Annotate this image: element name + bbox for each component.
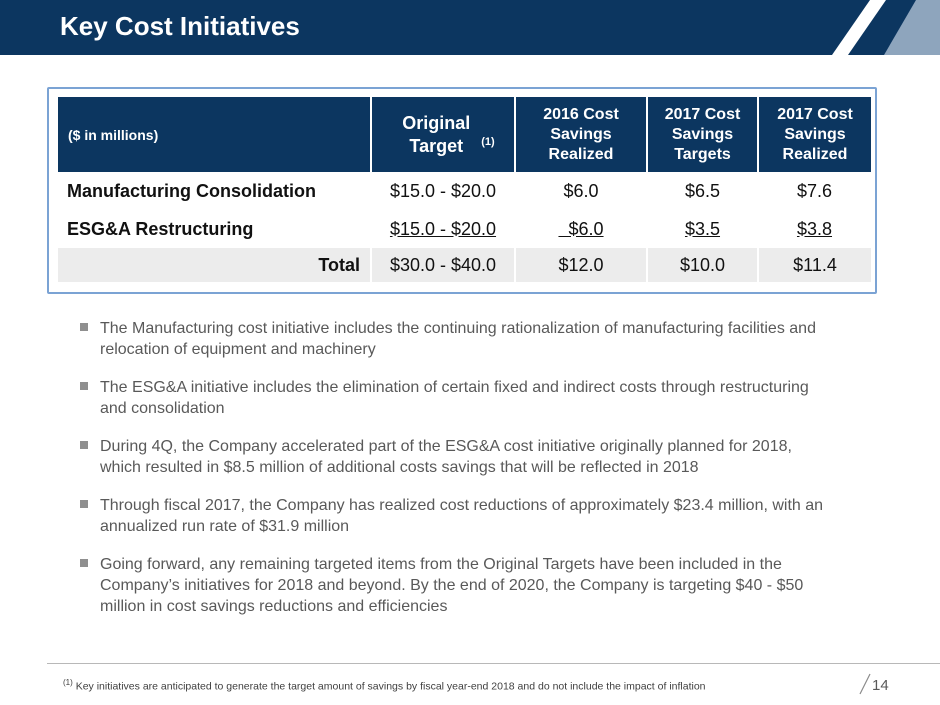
header-line: Targets: [674, 145, 731, 163]
footnote-marker: (1): [63, 678, 73, 687]
cost-savings-table: ($ in millions) Original Target (1) 2016 …: [58, 97, 871, 282]
square-bullet-icon: [80, 500, 88, 508]
col-header-2017-targets: 2017 Cost Savings Targets: [646, 97, 758, 172]
col-header-original-label: Original Target: [402, 112, 471, 156]
cell-original-target: $15.0 - $20.0: [389, 180, 497, 201]
underlined-value: $6.0: [558, 219, 603, 239]
header-line: Realized: [782, 145, 848, 163]
footnote: (1) Key initiatives are anticipated to g…: [63, 678, 706, 693]
header-stripes-decoration: [832, 0, 940, 55]
square-bullet-icon: [80, 382, 88, 390]
cell-2016-realized-value: $6.0: [568, 218, 604, 239]
square-bullet-icon: [80, 559, 88, 567]
cell-2016-realized: $12.0: [514, 248, 647, 282]
cell-original-target: $30.0 - $40.0: [370, 248, 515, 282]
square-bullet-icon: [80, 441, 88, 449]
list-item: Through fiscal 2017, the Company has rea…: [76, 495, 826, 537]
cell-2017-targets: $10.0: [646, 248, 758, 282]
cell-2016-realized: $6.0: [563, 180, 599, 201]
page-title: Key Cost Initiatives: [60, 11, 300, 41]
cell-2017-realized: $3.8: [796, 218, 833, 239]
bullet-text: The ESG&A initiative includes the elimin…: [100, 379, 809, 417]
bullet-text: Going forward, any remaining targeted it…: [100, 556, 804, 615]
row-label: Manufacturing Consolidation: [67, 180, 316, 201]
bullet-text: During 4Q, the Company accelerated part …: [100, 438, 792, 476]
list-item: The Manufacturing cost initiative includ…: [76, 318, 826, 360]
col-header-2017-realized: 2017 Cost Savings Realized: [757, 97, 871, 172]
col-header-2016-realized: 2016 Cost Savings Realized: [514, 97, 647, 172]
footer-divider: [47, 663, 940, 664]
row-label: Total: [58, 248, 371, 282]
table-row-manufacturing: Manufacturing Consolidation $15.0 - $20.…: [58, 172, 871, 210]
cell-2016-realized: $6.0: [515, 210, 647, 248]
header-line: Savings: [550, 125, 612, 143]
list-item: The ESG&A initiative includes the elimin…: [76, 377, 826, 419]
bullet-list: The Manufacturing cost initiative includ…: [76, 318, 826, 634]
col-header-original-target: Original Target (1): [370, 97, 515, 172]
cell-2017-realized: $11.4: [757, 248, 871, 282]
square-bullet-icon: [80, 323, 88, 331]
list-item: Going forward, any remaining targeted it…: [76, 554, 826, 617]
page-slash-icon: [859, 673, 871, 695]
page-number: 14: [872, 677, 889, 694]
header-line: Savings: [671, 125, 734, 143]
header-line: 2017 Cost: [664, 105, 741, 123]
cell-2017-targets: $6.5: [684, 180, 721, 201]
table-row-esga: ESG&A Restructuring $15.0 - $20.0 $6.0 $…: [58, 210, 871, 248]
table-header-row: ($ in millions) Original Target (1) 2016 …: [58, 97, 871, 172]
cell-2017-realized: $7.6: [796, 180, 833, 201]
bullet-text: Through fiscal 2017, the Company has rea…: [100, 497, 824, 535]
header-line: 2016 Cost: [543, 105, 619, 123]
bullet-text: The Manufacturing cost initiative includ…: [100, 320, 816, 358]
header-line: Savings: [784, 125, 846, 143]
footnote-text: Key initiatives are anticipated to gener…: [75, 680, 706, 693]
col-header-units: ($ in millions): [58, 97, 371, 172]
header-line: 2017 Cost: [777, 105, 853, 123]
cell-original-target: $15.0 - $20.0: [389, 218, 497, 239]
row-label: ESG&A Restructuring: [67, 218, 254, 239]
table-frame: [47, 87, 877, 294]
cell-2017-targets: $3.5: [684, 218, 721, 239]
header-line: Realized: [548, 145, 614, 163]
table-row-total: Total $30.0 - $40.0 $12.0 $10.0 $11.4: [58, 248, 871, 282]
list-item: During 4Q, the Company accelerated part …: [76, 436, 826, 478]
footnote-ref: (1): [481, 135, 495, 148]
header-bar: [0, 0, 940, 55]
